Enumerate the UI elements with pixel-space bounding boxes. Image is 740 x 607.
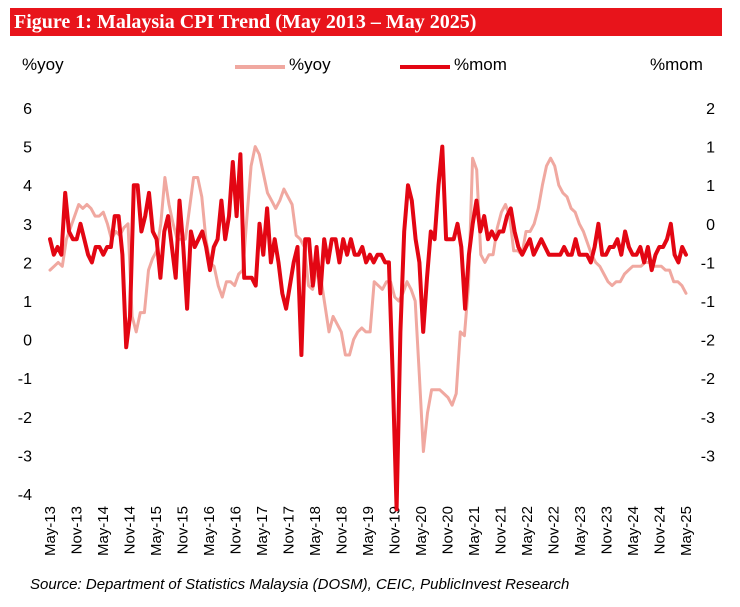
right-tick-label: 2 bbox=[706, 101, 715, 118]
legend-label-mom: %mom bbox=[454, 55, 507, 74]
left-tick-label: 0 bbox=[23, 333, 32, 350]
right-axis-title: %mom bbox=[650, 55, 703, 74]
left-tick-label: 3 bbox=[23, 217, 32, 234]
x-tick-label: May-24 bbox=[625, 506, 642, 556]
x-tick-label: Nov-22 bbox=[546, 506, 563, 554]
series-line-yoy bbox=[48, 145, 688, 453]
x-tick-label: Nov-19 bbox=[387, 506, 404, 554]
x-tick-label: Nov-23 bbox=[599, 506, 616, 554]
left-tick-label: -4 bbox=[18, 487, 32, 504]
x-tick-label: May-21 bbox=[466, 506, 483, 556]
left-tick-label: 4 bbox=[23, 178, 32, 195]
left-tick-label: 5 bbox=[23, 140, 32, 157]
x-tick-label: Nov-24 bbox=[652, 506, 669, 554]
right-tick-label: -1 bbox=[701, 294, 715, 311]
x-tick-label: May-25 bbox=[678, 506, 695, 556]
title-bar: Figure 1: Malaysia CPI Trend (May 2013 –… bbox=[10, 8, 722, 36]
x-tick-label: Nov-14 bbox=[122, 506, 139, 554]
right-tick-label: -3 bbox=[701, 448, 715, 465]
right-tick-label: -3 bbox=[701, 410, 715, 427]
left-tick-label: 6 bbox=[23, 101, 32, 118]
x-tick-label: May-15 bbox=[148, 506, 165, 556]
x-tick-label: May-19 bbox=[360, 506, 377, 556]
chart-title: Figure 1: Malaysia CPI Trend (May 2013 –… bbox=[14, 11, 477, 33]
x-tick-label: May-13 bbox=[42, 506, 59, 556]
legend-swatch-yoy bbox=[235, 65, 285, 69]
x-tick-label: Nov-13 bbox=[69, 506, 86, 554]
right-tick-label: -2 bbox=[701, 333, 715, 350]
x-tick-label: Nov-17 bbox=[281, 506, 298, 554]
right-tick-label: -1 bbox=[701, 255, 715, 272]
right-tick-label: -2 bbox=[701, 371, 715, 388]
left-tick-label: -1 bbox=[18, 371, 32, 388]
right-tick-label: 0 bbox=[706, 217, 715, 234]
left-tick-label: -2 bbox=[18, 410, 32, 427]
legend-swatch-mom bbox=[400, 65, 450, 69]
x-tick-label: Nov-21 bbox=[493, 506, 510, 554]
x-tick-label: Nov-15 bbox=[175, 506, 192, 554]
x-tick-label: Nov-16 bbox=[228, 506, 245, 554]
x-tick-label: May-18 bbox=[307, 506, 324, 556]
x-tick-label: May-14 bbox=[95, 506, 112, 556]
left-tick-label: 2 bbox=[23, 255, 32, 272]
left-tick-label: -3 bbox=[18, 448, 32, 465]
source-note: Source: Department of Statistics Malaysi… bbox=[30, 576, 570, 593]
legend-label-yoy: %yoy bbox=[289, 55, 331, 74]
left-axis-title: %yoy bbox=[22, 55, 64, 74]
x-tick-label: Nov-18 bbox=[334, 506, 351, 554]
x-tick-label: Nov-20 bbox=[440, 506, 457, 554]
x-tick-label: May-16 bbox=[201, 506, 218, 556]
x-tick-label: May-20 bbox=[413, 506, 430, 556]
series-line-mom bbox=[48, 144, 688, 512]
x-tick-label: May-17 bbox=[254, 506, 271, 556]
left-tick-label: 1 bbox=[23, 294, 32, 311]
right-tick-label: 1 bbox=[706, 140, 715, 157]
right-tick-label: 1 bbox=[706, 178, 715, 195]
x-tick-label: May-22 bbox=[519, 506, 536, 556]
x-tick-label: May-23 bbox=[572, 506, 589, 556]
